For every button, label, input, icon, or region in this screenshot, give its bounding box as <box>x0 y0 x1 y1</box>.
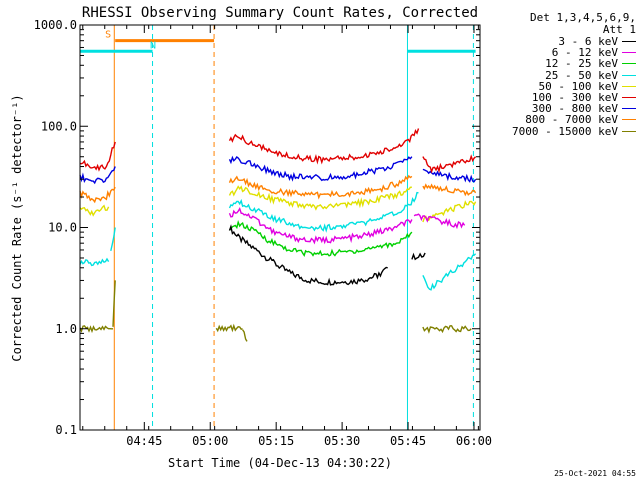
legend-entry-6-12-kev: 6 - 12 keV <box>488 47 636 58</box>
legend-swatch <box>622 85 636 87</box>
legend-entry-300-800-kev: 300 - 800 keV <box>488 103 636 114</box>
series-line-3-6-kev-1 <box>411 252 426 261</box>
y-tick-label-2: 10.0 <box>48 221 77 235</box>
y-tick-label-1: 1.0 <box>55 322 77 336</box>
legend-entry-3-6-kev: 3 - 6 keV <box>488 36 636 47</box>
legend-swatch <box>622 63 636 65</box>
series-line-6-12-kev-1 <box>413 213 466 230</box>
x-tick-label-5: 06:00 <box>456 434 492 448</box>
chart-title: RHESSI Observing Summary Count Rates, Co… <box>82 5 478 21</box>
y-tick-label-4: 1000.0 <box>34 18 77 32</box>
series-line-7000-15000-kev-1 <box>112 280 116 327</box>
x-tick-label-3: 05:30 <box>324 434 360 448</box>
legend-label: 25 - 50 keV <box>545 68 618 82</box>
series-line-7000-15000-kev-4 <box>422 325 472 334</box>
plot-frame <box>79 24 481 431</box>
legend-label: 12 - 25 keV <box>545 57 618 71</box>
series-line-50-100-kev-0 <box>79 204 110 217</box>
legend-entry-25-50-kev: 25 - 50 keV <box>488 70 636 81</box>
legend-entry-7000-15000-kev: 7000 - 15000 keV <box>488 126 636 137</box>
series-line-300-800-kev-1 <box>228 155 413 182</box>
series-line-800-7000-kev-1 <box>228 174 413 200</box>
series-line-300-800-kev-0 <box>79 166 116 185</box>
legend-label: 6 - 12 keV <box>551 46 618 60</box>
legend-swatch <box>622 41 636 43</box>
y-tick-label-3: 100.0 <box>41 119 77 133</box>
series-line-100-300-kev-1 <box>228 128 420 165</box>
series-line-25-50-kev-1 <box>110 227 116 252</box>
series-line-800-7000-kev-0 <box>79 186 116 204</box>
legend-swatch <box>622 108 636 110</box>
series-line-12-25-kev-0 <box>229 219 413 257</box>
legend-entry-800-7000-kev: 800 - 7000 keV <box>488 114 636 125</box>
y-axis-label: Corrected Count Rate (s⁻¹ detector⁻¹) <box>10 94 24 361</box>
legend-swatch <box>622 74 636 76</box>
series-line-3-6-kev-0 <box>228 224 388 286</box>
legend-label: 7000 - 15000 keV <box>512 124 618 138</box>
series-line-25-50-kev-0 <box>79 257 110 267</box>
series-line-7000-15000-kev-2 <box>215 323 243 333</box>
legend-label: 50 - 100 keV <box>538 79 618 93</box>
series-line-7000-15000-kev-3 <box>242 329 248 342</box>
legend-header-line-1: Det 1,3,4,5,6,9, <box>530 11 636 24</box>
series-line-100-300-kev-0 <box>79 141 116 172</box>
series-line-300-800-kev-2 <box>422 168 477 183</box>
legend-swatch <box>622 130 636 132</box>
series-line-800-7000-kev-2 <box>422 183 477 197</box>
series-line-6-12-kev-0 <box>228 207 413 245</box>
y-tick-label-0: 0.1 <box>55 423 77 437</box>
legend-label: 3 - 6 keV <box>558 35 618 49</box>
series-line-50-100-kev-1 <box>228 185 412 211</box>
legend-label: 100 - 300 keV <box>531 91 618 105</box>
legend-entry-50-100-kev: 50 - 100 keV <box>488 81 636 92</box>
x-tick-label-0: 04:45 <box>126 434 162 448</box>
legend-header-line-2: Att 1 <box>602 23 636 36</box>
x-tick-label-4: 05:45 <box>390 434 426 448</box>
legend-label: 800 - 7000 keV <box>525 113 618 127</box>
series-line-100-300-kev-2 <box>422 154 477 174</box>
legend-swatch <box>622 119 636 121</box>
generation-timestamp: 25-Oct-2021 04:55 <box>554 469 636 478</box>
series-line-25-50-kev-3 <box>422 253 477 291</box>
series-line-25-50-kev-2 <box>228 191 419 233</box>
legend-swatch <box>622 97 636 99</box>
legend-label: 300 - 800 keV <box>531 102 618 116</box>
legend: Det 1,3,4,5,6,9, Att 1 3 - 6 keV 6 - 12 k… <box>488 12 636 137</box>
x-axis-label: Start Time (04-Dec-13 04:30:22) <box>168 456 392 470</box>
flag-label-n: N <box>150 40 156 51</box>
legend-entry-100-300-kev: 100 - 300 keV <box>488 92 636 103</box>
series-line-7000-15000-kev-0 <box>79 325 113 334</box>
legend-swatch <box>622 52 636 54</box>
x-tick-label-2: 05:15 <box>258 434 294 448</box>
legend-entry-12-25-kev: 12 - 25 keV <box>488 58 636 69</box>
x-tick-label-1: 05:00 <box>192 434 228 448</box>
flag-label-s: S <box>105 30 111 41</box>
